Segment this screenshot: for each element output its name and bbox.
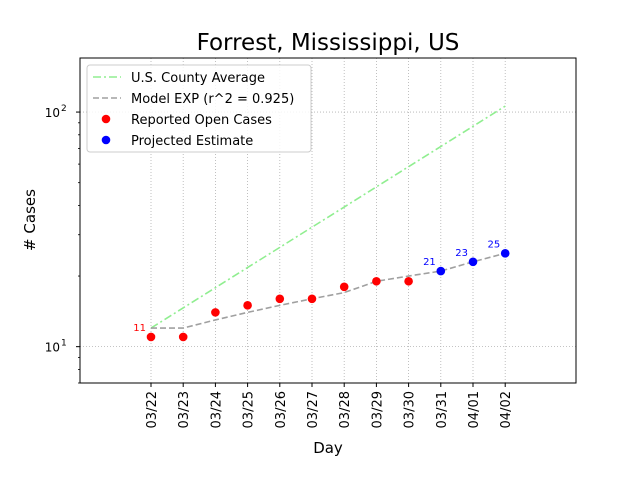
series-lines [150,105,506,329]
legend-marker [101,135,111,145]
data-point [500,249,510,258]
series-line [151,252,506,329]
data-point [468,257,478,267]
x-axis-label: Day [313,439,343,457]
x-tick-label: 03/27 [306,391,321,428]
legend-marker [101,114,111,124]
y-axis-label: # Cases [21,189,39,251]
y-tick-exponent: 2 [61,104,67,114]
y-tick-label: 10 [45,341,60,355]
x-tick-label: 04/01 [467,391,482,428]
data-point [404,276,413,286]
series-line [150,105,506,329]
legend-label: Model EXP (r^2 = 0.925) [131,92,294,107]
x-tick-label: 03/29 [370,391,385,428]
data-point [372,276,381,286]
x-tick-label: 04/02 [499,391,514,428]
data-point [211,308,220,317]
data-label: 11 [133,323,146,334]
data-labels: 11 21 23 25 [133,239,500,334]
x-tick-label: 03/23 [177,391,192,428]
data-point [436,266,446,276]
chart-title: Forrest, Mississippi, US [197,30,460,56]
y-tick-label: 10 [45,106,60,120]
data-point [243,301,252,310]
legend-label: Projected Estimate [131,134,253,149]
x-tick-label: 03/26 [274,391,289,428]
data-point [275,294,285,304]
y-tick-exponent: 1 [61,339,67,349]
legend-box [86,64,312,153]
x-axis: 03/22 03/23 03/24 03/25 03/26 03/27 03/28 03/29… [145,383,514,428]
data-point [339,282,349,292]
data-label: 23 [455,248,468,259]
data-label: 25 [487,239,500,250]
data-label: 21 [423,257,436,268]
legend-label: Reported Open Cases [131,113,272,128]
legend: U.S. County Average Model EXP (r^2 = 0.92… [86,64,312,153]
data-point [178,332,188,342]
data-point [307,294,317,304]
x-tick-label: 03/24 [209,391,224,428]
x-tick-label: 03/22 [145,391,160,428]
data-markers [146,249,510,342]
legend-label: U.S. County Average [131,71,265,86]
x-tick-label: 03/28 [338,391,353,428]
data-point [146,332,156,342]
plot-frame [79,57,577,384]
x-tick-label: 03/30 [403,391,418,428]
x-tick-label: 03/31 [435,391,450,428]
x-tick-label: 03/25 [242,391,257,428]
